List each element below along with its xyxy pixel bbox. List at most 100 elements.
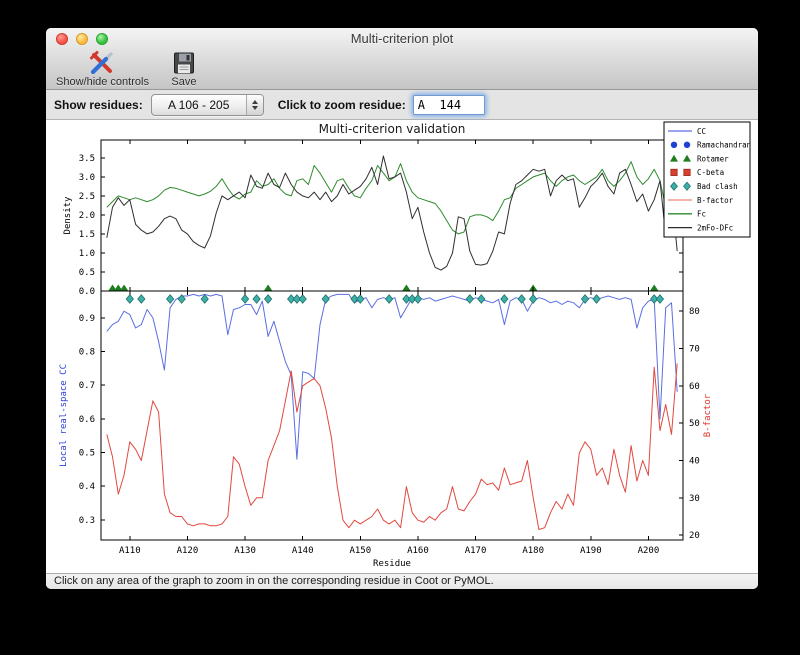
series-B-factor bbox=[106, 363, 678, 530]
bad-clash-marker bbox=[592, 294, 601, 304]
series-CC bbox=[106, 293, 678, 460]
axis-text: 3.5 bbox=[79, 154, 95, 164]
bad-clash-marker bbox=[200, 294, 209, 304]
bad-clash-marker bbox=[650, 294, 659, 304]
window-title: Multi-criterion plot bbox=[350, 31, 454, 46]
axis-text: 3.0 bbox=[79, 173, 95, 183]
legend-label: CC bbox=[697, 127, 706, 136]
bad-clash-marker bbox=[177, 294, 186, 304]
x-tick-label: A110 bbox=[119, 546, 141, 556]
x-tick-label: A150 bbox=[349, 546, 371, 556]
legend-circle-marker bbox=[683, 141, 691, 148]
axis-text: 0.5 bbox=[79, 268, 95, 278]
zoom-residue-label: Click to zoom residue: bbox=[277, 97, 406, 112]
window-titlebar[interactable]: Multi-criterion plot bbox=[46, 28, 758, 50]
legend-triangle-marker bbox=[683, 154, 691, 162]
bad-clash-marker bbox=[408, 294, 417, 304]
x-tick-label: A180 bbox=[522, 546, 544, 556]
axis-text: 30 bbox=[689, 494, 700, 504]
rotamer-outlier-marker bbox=[650, 284, 659, 291]
axis-text: 1.0 bbox=[79, 249, 95, 259]
save-button[interactable]: Save bbox=[167, 49, 201, 89]
axis-text: 70 bbox=[689, 344, 700, 354]
multi-criterion-plot[interactable]: Multi-criterion validation 0.0 0.5 1.0 1.5 2.… bbox=[46, 120, 756, 573]
axis-text: 0.9 bbox=[79, 314, 95, 324]
x-tick-label: A190 bbox=[580, 546, 602, 556]
zoom-window-button[interactable] bbox=[96, 33, 108, 45]
legend-diamond-marker bbox=[683, 181, 691, 191]
bad-clash-marker bbox=[137, 294, 146, 304]
tools-icon bbox=[90, 51, 114, 75]
legend-square-marker bbox=[683, 168, 691, 176]
legend-label: B-factor bbox=[697, 196, 734, 205]
zoom-residue-input[interactable] bbox=[412, 94, 485, 115]
cc-axis-label: Local real-space CC bbox=[59, 364, 69, 467]
bad-clash-marker bbox=[384, 294, 394, 304]
legend-label: 2mFo-DFc bbox=[697, 223, 733, 232]
bad-clash-marker bbox=[413, 294, 423, 304]
save-label: Save bbox=[171, 76, 197, 88]
density-axes-frame bbox=[100, 139, 684, 292]
bad-clash-marker bbox=[465, 294, 474, 304]
toolbar: Show/hide controls Save bbox=[46, 50, 758, 89]
close-button[interactable] bbox=[56, 33, 68, 45]
axis-text: 0.4 bbox=[79, 482, 95, 492]
x-tick-label: A140 bbox=[292, 546, 314, 556]
floppy-disk-icon bbox=[173, 52, 194, 74]
axis-text: 0.7 bbox=[79, 381, 95, 391]
rotamer-outlier-marker bbox=[120, 284, 129, 291]
rotamer-outlier-marker bbox=[108, 284, 117, 291]
validation-axes-frame bbox=[100, 290, 684, 541]
bad-clash-marker bbox=[655, 294, 665, 304]
bad-clash-marker bbox=[252, 294, 261, 304]
axis-text: 50 bbox=[689, 419, 700, 429]
axis-text: 0.5 bbox=[79, 449, 95, 459]
bad-clash-marker bbox=[240, 294, 250, 304]
bad-clash-marker bbox=[529, 294, 538, 304]
legend-box bbox=[663, 121, 751, 238]
show-residues-dropdown[interactable]: A 106 - 205 bbox=[150, 93, 264, 116]
density-axis-label: Density bbox=[63, 196, 73, 235]
arrow-down-icon bbox=[251, 105, 258, 110]
axis-text: 80 bbox=[689, 307, 700, 317]
axis-text: 0.3 bbox=[79, 516, 95, 526]
axis-text: 2.5 bbox=[79, 192, 95, 202]
show-hide-controls-button[interactable]: Show/hide controls bbox=[52, 49, 153, 89]
legend-label: Rotamer bbox=[697, 154, 729, 163]
show-residues-value: A 106 - 205 bbox=[167, 97, 230, 112]
stepper-arrows-icon bbox=[245, 94, 263, 115]
minimize-button[interactable] bbox=[76, 33, 88, 45]
bad-clash-marker bbox=[125, 294, 134, 304]
bad-clash-marker bbox=[287, 294, 296, 304]
bad-clash-marker bbox=[263, 294, 273, 304]
axis-text: 2.0 bbox=[79, 211, 95, 221]
show-hide-controls-label: Show/hide controls bbox=[56, 76, 149, 88]
show-residues-label: Show residues: bbox=[54, 97, 143, 112]
bad-clash-marker bbox=[166, 294, 175, 304]
legend-label: Bad clash bbox=[697, 182, 738, 191]
legend-square-marker bbox=[670, 168, 678, 176]
axis-text: 20 bbox=[689, 531, 700, 541]
legend-label: Ramachandran bbox=[697, 141, 751, 150]
bfactor-axis-label: B-factor bbox=[703, 393, 713, 437]
series-2mFo-DFc bbox=[106, 155, 678, 271]
status-bar: Click on any area of the graph to zoom i… bbox=[46, 573, 758, 589]
rotamer-outlier-marker bbox=[114, 284, 123, 291]
plot-area[interactable]: Multi-criterion validation 0.0 0.5 1.0 1.5 2.… bbox=[46, 120, 758, 573]
bad-clash-marker bbox=[298, 294, 307, 304]
x-tick-label: A120 bbox=[177, 546, 199, 556]
bad-clash-marker bbox=[356, 294, 365, 304]
x-tick-label: A170 bbox=[465, 546, 487, 556]
x-tick-label: A130 bbox=[234, 546, 256, 556]
rotamer-outlier-marker bbox=[264, 284, 273, 291]
axis-text: 40 bbox=[689, 456, 700, 466]
axis-text: 1.5 bbox=[79, 230, 95, 240]
legend-label: Fc bbox=[697, 210, 706, 219]
x-tick-label: A200 bbox=[638, 546, 660, 556]
legend-diamond-marker bbox=[670, 181, 678, 191]
bad-clash-marker bbox=[402, 294, 411, 304]
x-axis-label: Residue bbox=[373, 559, 411, 569]
bad-clash-marker bbox=[580, 294, 590, 304]
series-Fc bbox=[106, 161, 678, 235]
x-tick-label: A160 bbox=[407, 546, 429, 556]
